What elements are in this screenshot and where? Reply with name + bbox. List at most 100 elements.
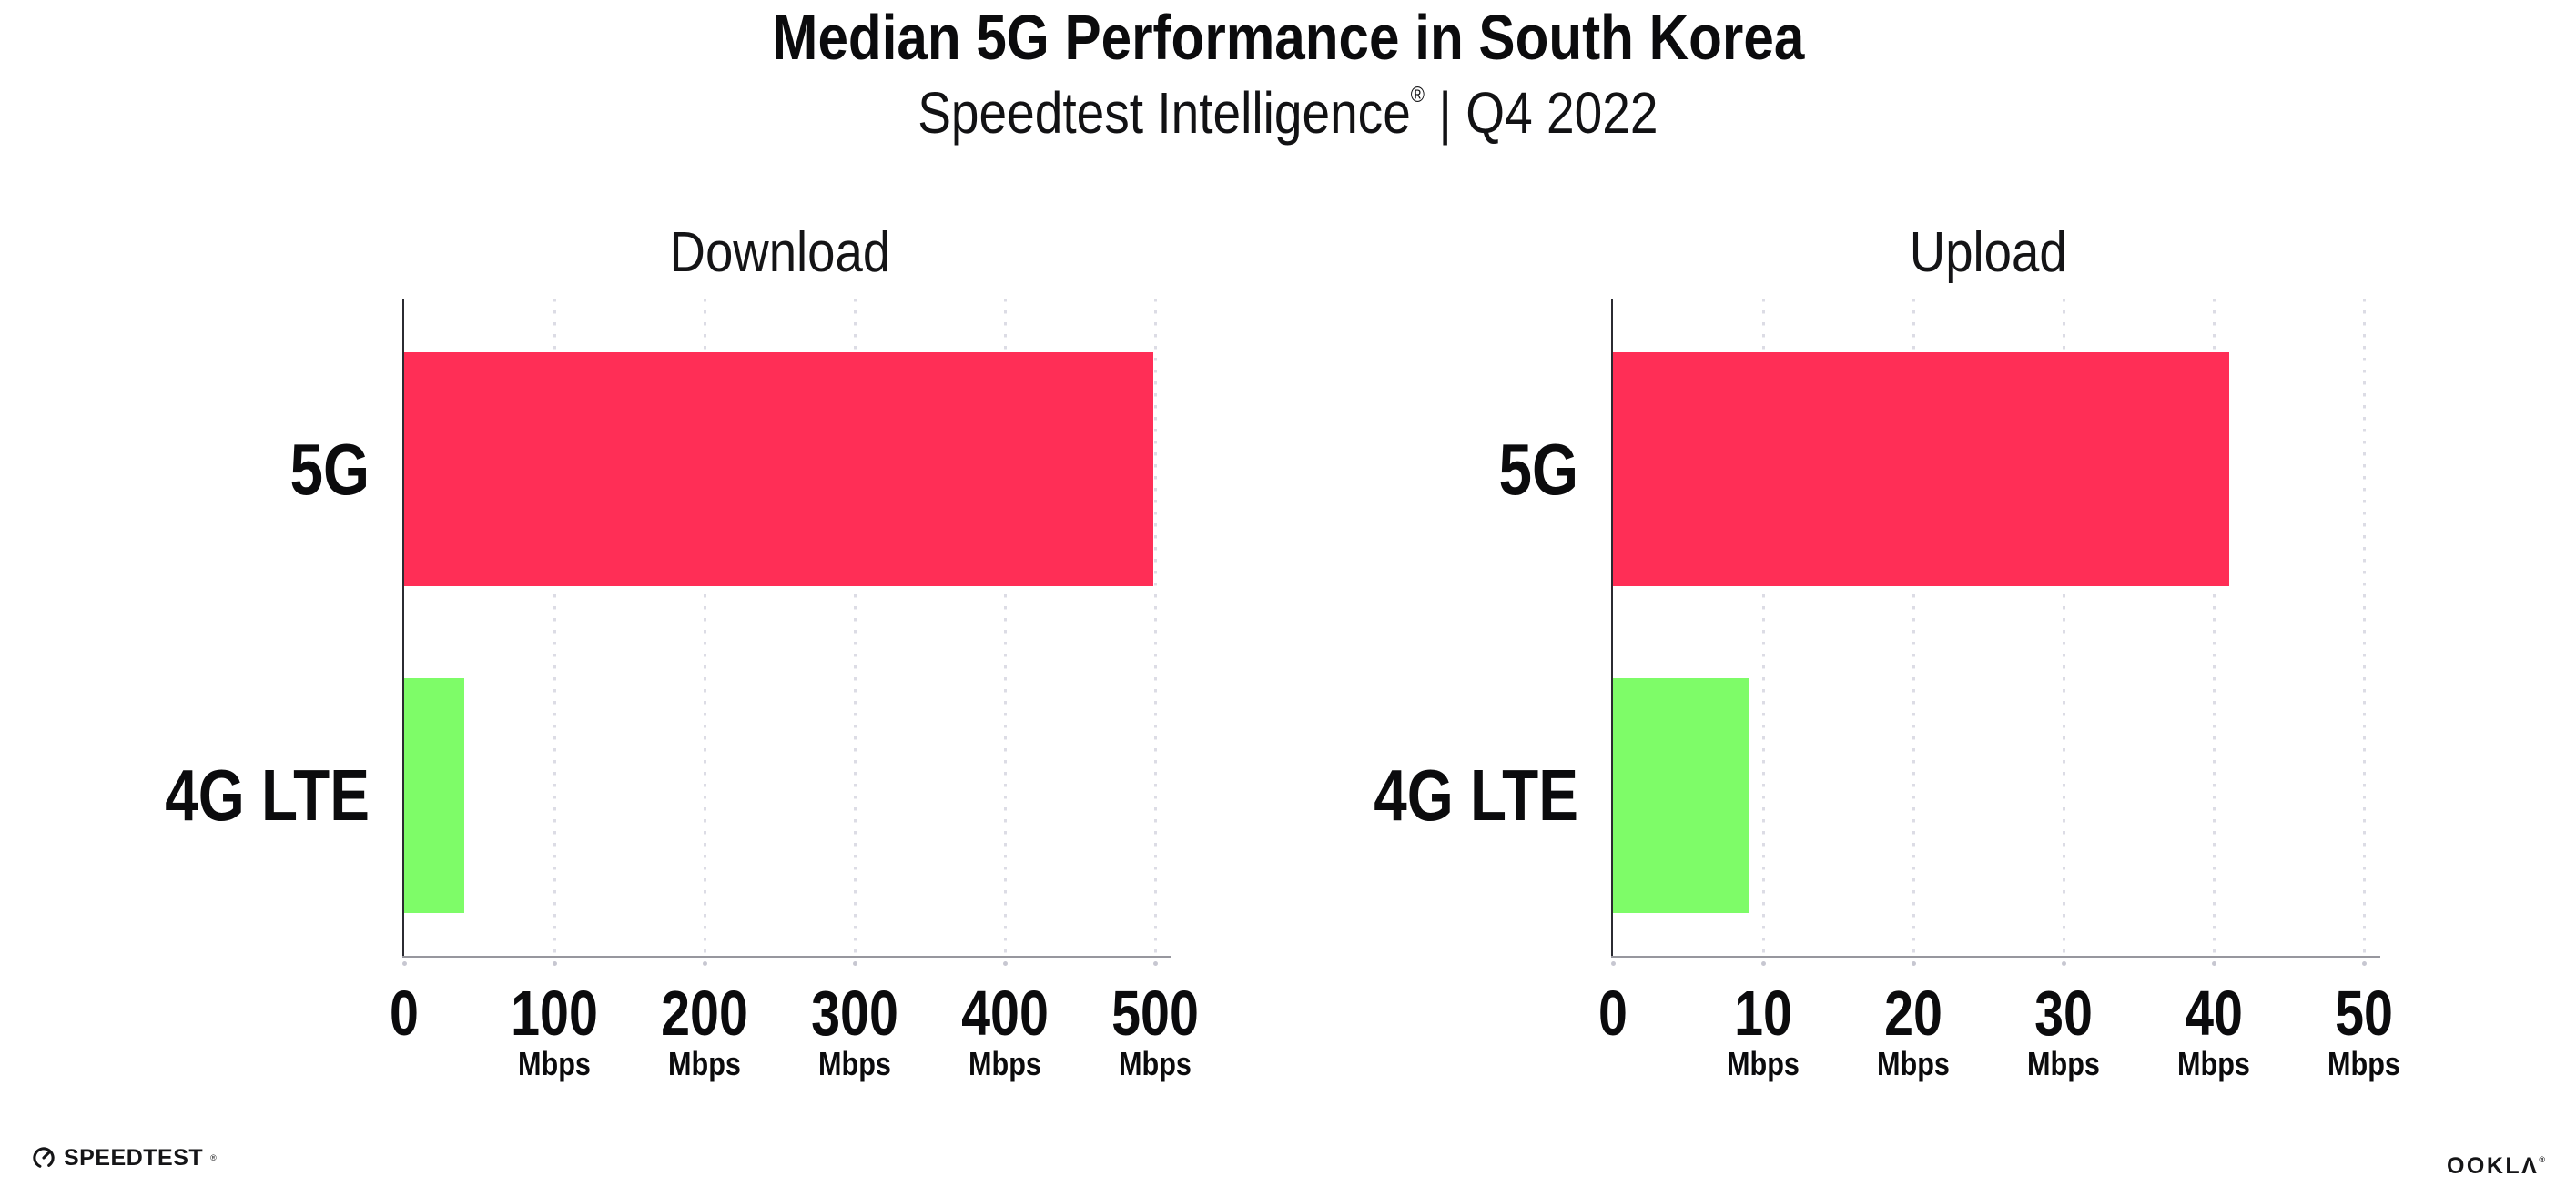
ookla-logo: OOKLΛ®	[2447, 1148, 2545, 1178]
x-tick-unit-download-200-text: Mbps	[668, 1045, 741, 1082]
x-tick-unit-download-300: Mbps	[739, 1047, 971, 1081]
category-label-5g-download: 5G	[0, 432, 370, 506]
x-tick-label-upload-30-text: 30	[2034, 978, 2093, 1049]
x-axis-upload	[1611, 956, 2380, 958]
x-tick-unit-upload-30-text: Mbps	[2027, 1045, 2100, 1082]
x-tick-unit-download-300-text: Mbps	[818, 1045, 891, 1082]
x-tick-mark-download-300	[852, 961, 857, 966]
x-tick-label-upload-10-text: 10	[1734, 978, 1792, 1049]
gridline-download-300	[853, 299, 857, 958]
speedtest-registered-icon: ®	[210, 1153, 217, 1162]
x-tick-unit-upload-20: Mbps	[1798, 1047, 2030, 1081]
x-tick-label-upload-50: 50	[2252, 981, 2476, 1045]
x-tick-label-upload-10: 10	[1651, 981, 1875, 1045]
x-tick-label-download-300: 300	[743, 981, 967, 1045]
chart-title-upload: Upload	[1613, 224, 2364, 282]
x-tick-unit-upload-40-text: Mbps	[2177, 1045, 2250, 1082]
subtitle-separator: |	[1438, 80, 1452, 146]
x-axis-download	[402, 956, 1171, 958]
x-tick-unit-download-500-text: Mbps	[1119, 1045, 1192, 1082]
x-tick-label-download-400-text: 400	[961, 978, 1049, 1049]
chart-title-upload-text: Upload	[1910, 221, 2067, 284]
gridline-upload-30	[2062, 299, 2065, 958]
x-tick-mark-upload-20	[1911, 961, 1916, 966]
category-label-4g-lte-download-text: 4G LTE	[165, 755, 370, 836]
category-label-5g-upload-text: 5G	[1498, 428, 1578, 510]
x-tick-mark-upload-10	[1760, 961, 1766, 966]
x-tick-label-upload-40: 40	[2102, 981, 2326, 1045]
x-tick-unit-upload-50-text: Mbps	[2328, 1045, 2400, 1082]
x-tick-unit-upload-30: Mbps	[1948, 1047, 2180, 1081]
x-tick-unit-upload-40: Mbps	[2098, 1047, 2330, 1081]
speedtest-logo: SPEEDTEST ®	[31, 1145, 217, 1171]
x-tick-label-download-100: 100	[442, 981, 666, 1045]
x-tick-label-download-0-text: 0	[390, 978, 419, 1049]
x-tick-label-download-200-text: 200	[661, 978, 748, 1049]
x-tick-label-download-500-text: 500	[1111, 978, 1199, 1049]
bar-4g-lte-download	[404, 678, 464, 913]
x-tick-label-upload-30: 30	[1952, 981, 2175, 1045]
ookla-wordmark: OOKLΛ	[2446, 1153, 2540, 1179]
gridline-upload-20	[1912, 299, 1915, 958]
x-tick-unit-upload-50: Mbps	[2248, 1047, 2480, 1081]
y-axis-upload	[1611, 299, 1613, 958]
page-subtitle-text: Speedtest Intelligence® | Q4 2022	[918, 66, 1658, 143]
x-tick-label-upload-0: 0	[1501, 981, 1725, 1045]
category-label-4g-lte-upload: 4G LTE	[1191, 759, 1578, 832]
x-tick-mark-upload-0	[1610, 961, 1616, 966]
page-subtitle: Speedtest Intelligence® | Q4 2022	[0, 66, 2576, 143]
bar-5g-download	[404, 352, 1154, 586]
x-tick-mark-upload-50	[2361, 961, 2367, 966]
page-title: Median 5G Performance in South Korea	[0, 4, 2576, 71]
x-tick-mark-download-0	[401, 961, 407, 966]
x-tick-label-upload-20-text: 20	[1884, 978, 1942, 1049]
category-label-4g-lte-upload-text: 4G LTE	[1374, 755, 1578, 836]
x-tick-mark-download-100	[552, 961, 557, 966]
x-tick-label-download-400: 400	[893, 981, 1117, 1045]
subtitle-period: Q4 2022	[1465, 80, 1658, 146]
x-tick-mark-download-500	[1152, 961, 1158, 966]
speedtest-wordmark: SPEEDTEST	[64, 1145, 204, 1171]
x-tick-unit-download-100-text: Mbps	[518, 1045, 591, 1082]
x-tick-unit-download-200: Mbps	[589, 1047, 821, 1081]
chart-title-download: Download	[404, 224, 1155, 282]
registered-mark-icon: ®	[1410, 83, 1425, 107]
subtitle-brand: Speedtest Intelligence	[918, 80, 1411, 146]
x-tick-unit-upload-10-text: Mbps	[1727, 1045, 1800, 1082]
gridline-download-500	[1153, 299, 1157, 958]
x-tick-unit-upload-20-text: Mbps	[1877, 1045, 1950, 1082]
gridline-download-200	[703, 299, 706, 958]
category-label-5g-download-text: 5G	[289, 428, 370, 510]
y-axis-download	[402, 299, 404, 958]
x-tick-unit-download-400: Mbps	[889, 1047, 1121, 1081]
x-tick-label-upload-40-text: 40	[2185, 978, 2243, 1049]
x-tick-unit-download-400-text: Mbps	[969, 1045, 1041, 1082]
x-tick-unit-download-100: Mbps	[439, 1047, 671, 1081]
x-tick-label-download-200: 200	[593, 981, 816, 1045]
x-tick-label-download-300-text: 300	[811, 978, 898, 1049]
x-tick-unit-upload-10: Mbps	[1648, 1047, 1880, 1081]
category-label-4g-lte-download: 4G LTE	[0, 759, 370, 832]
gridline-upload-50	[2362, 299, 2366, 958]
x-tick-label-upload-20: 20	[1801, 981, 2025, 1045]
bar-4g-lte-upload	[1613, 678, 1749, 913]
bar-5g-upload	[1613, 352, 2229, 586]
x-tick-label-download-500: 500	[1043, 981, 1267, 1045]
gridline-download-400	[1003, 299, 1007, 958]
x-tick-mark-upload-40	[2211, 961, 2216, 966]
gridline-download-100	[553, 299, 556, 958]
x-tick-mark-upload-30	[2061, 961, 2066, 966]
x-tick-mark-download-400	[1002, 961, 1008, 966]
x-tick-label-upload-0-text: 0	[1598, 978, 1628, 1049]
chart-title-download-text: Download	[669, 221, 890, 284]
x-tick-label-download-100-text: 100	[511, 978, 598, 1049]
gridline-upload-40	[2212, 299, 2216, 958]
x-tick-mark-download-200	[702, 961, 707, 966]
x-tick-label-download-0: 0	[292, 981, 516, 1045]
page-title-text: Median 5G Performance in South Korea	[771, 2, 1805, 73]
x-tick-unit-download-500: Mbps	[1040, 1047, 1272, 1081]
ookla-registered-icon: ®	[2539, 1155, 2545, 1164]
speedtest-gauge-icon	[33, 1147, 55, 1169]
